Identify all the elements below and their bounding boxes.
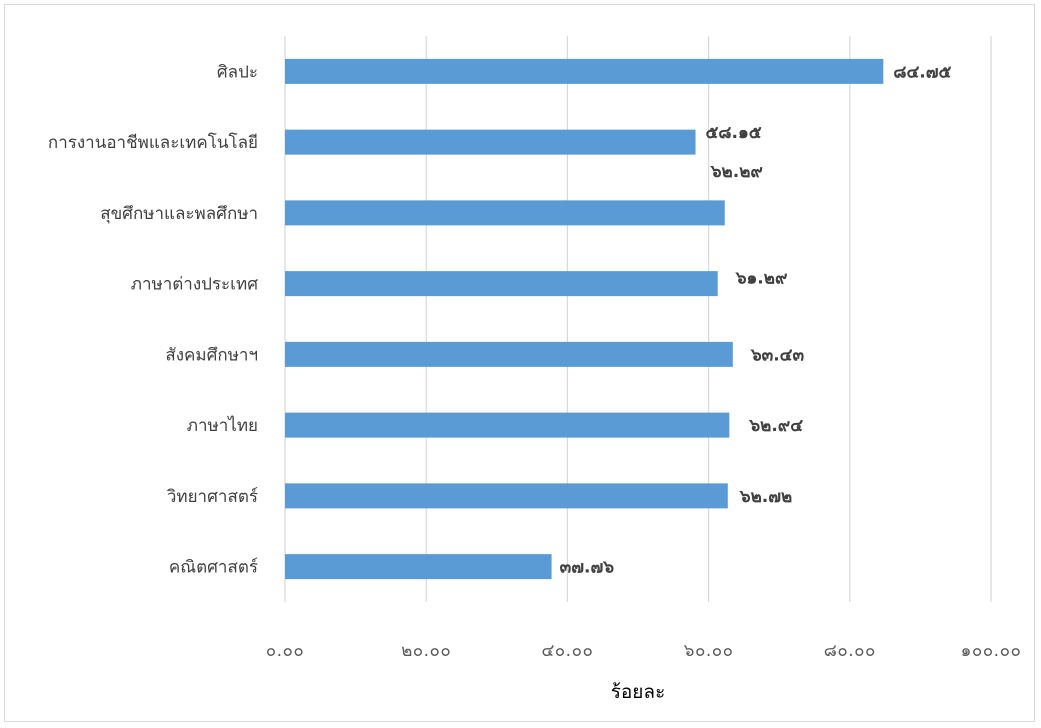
gridlines: [284, 36, 992, 602]
data-label: ๖๒.๙๔: [748, 416, 803, 436]
x-tick-label: ๔๐.๐๐: [541, 641, 593, 661]
data-label: ๕๘.๑๕: [706, 123, 762, 143]
x-tick-label: ๑๐๐.๐๐: [961, 641, 1022, 661]
data-label: ๖๒.๒๙: [710, 162, 763, 182]
x-tick-label: ๘๐.๐๐: [824, 641, 876, 661]
bar: [285, 271, 718, 297]
data-label: ๖๑.๒๙: [735, 269, 788, 289]
data-label: ๖๓.๔๓: [750, 345, 805, 365]
category-labels: ศิลปะการงานอาชีพและเทคโนโลยีสุขศึกษาและพ…: [48, 62, 258, 577]
data-label: ๘๔.๗๕: [893, 62, 951, 82]
bar: [285, 200, 725, 226]
bar: [285, 58, 884, 84]
x-tick-label: ๒๐.๐๐: [401, 641, 451, 661]
category-label: สุขศึกษาและพลศึกษา: [100, 204, 258, 224]
category-label: วิทยาศาสตร์: [166, 487, 258, 507]
x-tick-label: ๐.๐๐: [266, 641, 305, 661]
bar: [285, 129, 696, 155]
x-tick-labels: ๐.๐๐ ๒๐.๐๐ ๔๐.๐๐ ๖๐.๐๐ ๘๐.๐๐ ๑๐๐.๐๐: [266, 641, 1022, 661]
category-label: ภาษาไทย: [187, 415, 258, 436]
bar: [285, 412, 730, 438]
data-label: ๖๒.๗๒: [739, 487, 792, 507]
category-label: สังคมศึกษาฯ: [165, 345, 258, 365]
x-tick-label: ๖๐.๐๐: [684, 641, 734, 661]
bar: [285, 554, 552, 580]
data-label: ๓๗.๗๖: [560, 558, 615, 578]
bar: [285, 341, 733, 367]
category-label: ภาษาต่างประเทศ: [131, 275, 258, 295]
category-label: ศิลปะ: [217, 62, 258, 82]
category-label: คณิตศาสตร์: [169, 558, 258, 578]
x-axis-title: ร้อยละ: [611, 681, 666, 703]
bar: [285, 483, 728, 509]
bars: [285, 58, 884, 580]
category-label: การงานอาชีพและเทคโนโลยี: [48, 132, 258, 153]
